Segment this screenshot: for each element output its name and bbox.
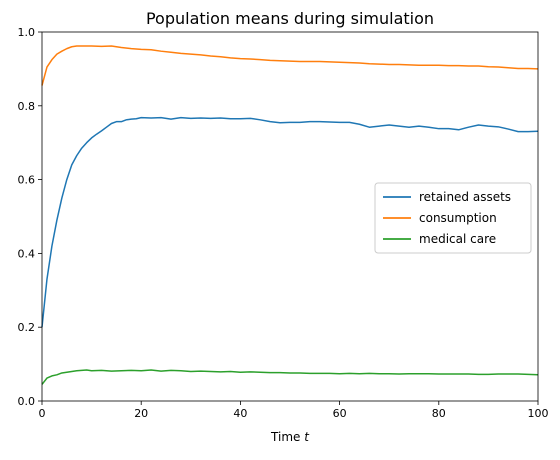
legend-label-retained-assets: retained assets xyxy=(419,190,511,204)
legend-label-consumption: consumption xyxy=(419,211,497,225)
x-axis-label-text: Time xyxy=(270,430,300,444)
y-tick-label: 0.8 xyxy=(18,100,36,113)
y-tick-label: 0.0 xyxy=(18,395,36,408)
y-tick-label: 0.2 xyxy=(18,321,36,334)
y-tick-label: 0.4 xyxy=(18,247,36,260)
series-line-retained-assets xyxy=(41,116,539,328)
legend: retained assets consumption medical care xyxy=(374,182,532,254)
x-axis-label-variable: t xyxy=(304,430,310,444)
y-tick-label: 0.6 xyxy=(18,174,36,187)
series-layer xyxy=(41,45,539,385)
x-tick-label: 20 xyxy=(134,407,148,420)
x-axis-label: Time t xyxy=(270,430,310,444)
x-tick-label: 80 xyxy=(432,407,446,420)
x-tick-label: 60 xyxy=(333,407,347,420)
y-tick-label: 1.0 xyxy=(18,26,36,39)
x-tick-label: 100 xyxy=(528,407,549,420)
legend-label-medical-care: medical care xyxy=(419,232,496,246)
plot-frame xyxy=(41,31,539,402)
x-tick-label: 0 xyxy=(39,407,46,420)
x-tick-label: 40 xyxy=(233,407,247,420)
series-line-consumption xyxy=(41,45,539,86)
legend-box xyxy=(374,182,532,254)
chart-title: Population means during simulation xyxy=(146,9,434,28)
series-line-medical-care xyxy=(41,369,539,385)
axes-layer: 0 20 40 60 80 100 0.0 0.2 0.4 0.6 0.8 1.0 xyxy=(18,26,549,420)
